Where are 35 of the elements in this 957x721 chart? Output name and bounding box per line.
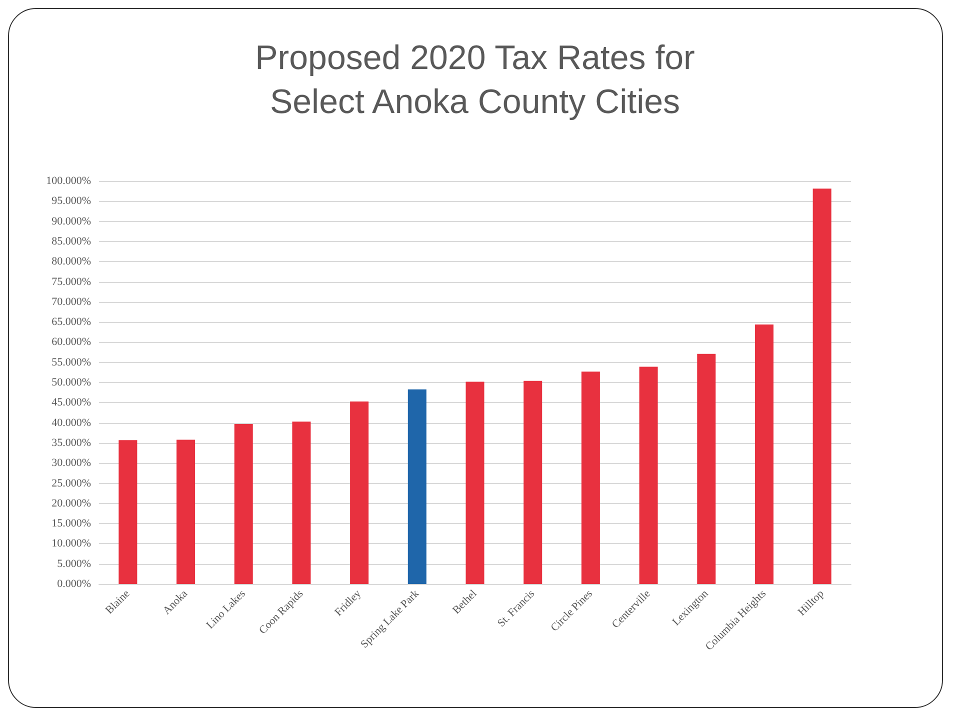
bar	[812, 188, 832, 584]
y-tick-label: 95.000%	[52, 195, 91, 208]
bar	[292, 422, 311, 584]
y-tick-label: 0.000%	[57, 578, 91, 590]
y-tick-label: 50.000%	[52, 376, 91, 388]
y-tick-label: 10.000%	[52, 538, 91, 550]
bar	[234, 424, 253, 584]
bar	[697, 354, 716, 584]
bar	[524, 380, 542, 584]
y-tick-label: 5.000%	[57, 558, 91, 570]
y-tick-label: 15.000%	[52, 518, 91, 530]
bar	[408, 389, 426, 584]
bar	[466, 382, 484, 584]
bar	[350, 401, 369, 584]
y-tick-label: 60.000%	[52, 336, 91, 348]
y-tick-label: 100.000%	[46, 175, 91, 187]
y-tick-label: 80.000%	[52, 256, 91, 268]
y-tick-label: 55.000%	[52, 356, 91, 368]
y-tick-label: 45.000%	[52, 396, 91, 409]
y-tick-label: 20.000%	[52, 497, 91, 510]
bar	[176, 440, 196, 584]
bar	[118, 440, 138, 584]
bar	[581, 372, 600, 584]
y-tick-label: 90.000%	[52, 215, 91, 228]
y-tick-label: 85.000%	[52, 235, 91, 248]
bar	[754, 324, 774, 584]
y-tick-label: 65.000%	[52, 316, 91, 328]
y-tick-label: 75.000%	[52, 276, 91, 288]
chart-title: Proposed 2020 Tax Rates for Select Anoka County Cities	[255, 39, 695, 121]
y-tick-label: 30.000%	[52, 457, 91, 470]
y-tick-label: 35.000%	[52, 436, 91, 449]
y-tick-label: 70.000%	[52, 296, 91, 308]
y-tick-label: 25.000%	[52, 477, 91, 490]
bar	[639, 366, 658, 584]
y-tick-label: 40.000%	[52, 416, 91, 429]
